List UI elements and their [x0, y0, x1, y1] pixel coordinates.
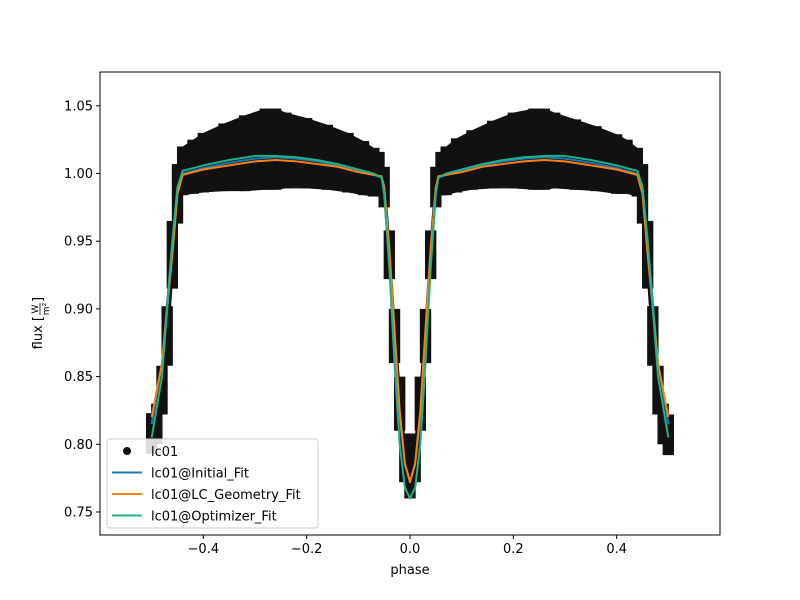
x-axis-ticks: −0.4 −0.2 0.0 0.2 0.4: [188, 535, 627, 557]
y-tick-label: 0.85: [64, 370, 93, 385]
legend: lc01 lc01@Initial_Fit lc01@LC_Geometry_Fit…: [106, 438, 319, 529]
y-axis-ticks: 0.75 0.80 0.85 0.90 0.95 1.00 1.05: [64, 99, 100, 520]
x-tick-label: −0.2: [291, 542, 323, 557]
series-line-lc01-optimizer-fit: [150, 154, 670, 500]
fit-lines-layer: [150, 154, 670, 500]
legend-marker: [123, 447, 131, 455]
y-axis-label: flux [ W m² ]: [31, 297, 52, 349]
x-axis-label: phase: [390, 563, 429, 578]
y-tick-label: 1.00: [64, 167, 93, 182]
legend-entry-label: lc01@LC_Geometry_Fit: [151, 488, 301, 503]
y-axis-label-prefix: flux [: [31, 316, 46, 349]
x-tick-label: 0.2: [503, 542, 524, 557]
legend-entry-label: lc01@Initial_Fit: [151, 467, 249, 482]
legend-box: [106, 438, 319, 529]
y-axis-unit-numerator: W: [31, 304, 41, 313]
y-axis-label-suffix: ]: [31, 297, 46, 302]
plot-area: [145, 108, 675, 500]
legend-entry-label: lc01: [151, 445, 178, 460]
errorbar-band: [151, 108, 669, 499]
legend-entry-label: lc01@Optimizer_Fit: [151, 510, 277, 525]
y-tick-label: 1.05: [64, 99, 93, 114]
x-tick-label: 0.4: [606, 542, 627, 557]
y-tick-label: 0.80: [64, 438, 93, 453]
y-axis-unit-denominator: m²: [42, 302, 52, 315]
y-tick-label: 0.75: [64, 505, 93, 520]
x-tick-label: −0.4: [188, 542, 220, 557]
series-line-lc01-lc-geometry-fit: [150, 158, 670, 484]
y-tick-label: 0.90: [64, 302, 93, 317]
x-tick-label: 0.0: [400, 542, 421, 557]
y-tick-label: 0.95: [64, 235, 93, 250]
